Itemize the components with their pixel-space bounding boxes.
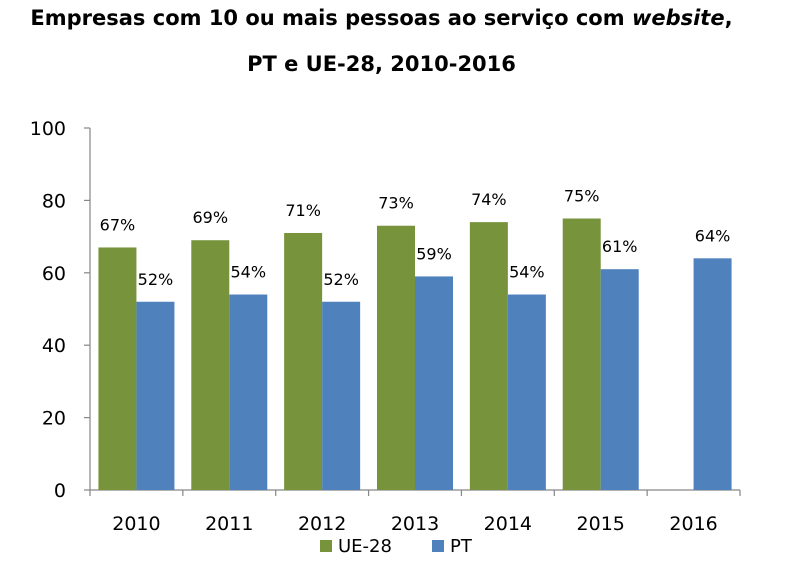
data-label: 73% bbox=[378, 194, 414, 213]
bar-pt bbox=[136, 301, 175, 490]
y-tick-label: 80 bbox=[42, 190, 66, 212]
y-axis: 0 20 40 60 80 100 bbox=[30, 118, 91, 502]
data-label: 61% bbox=[602, 237, 638, 256]
bar-pt bbox=[600, 269, 639, 490]
y-tick-label: 0 bbox=[54, 480, 66, 502]
data-label: 52% bbox=[323, 270, 359, 289]
x-tick-label: 2011 bbox=[205, 513, 253, 535]
data-label: 74% bbox=[471, 190, 507, 209]
legend-label: PT bbox=[450, 536, 473, 557]
bar-ue-28 bbox=[377, 225, 415, 491]
x-tick-label: 2015 bbox=[577, 513, 625, 535]
y-tick-label: 20 bbox=[42, 408, 66, 430]
legend: UE-28 PT bbox=[320, 536, 473, 557]
legend-swatch bbox=[432, 540, 444, 552]
data-label: 75% bbox=[564, 187, 600, 206]
bar-pt bbox=[415, 276, 453, 490]
y-tick-label: 40 bbox=[42, 335, 66, 357]
x-tick-label: 2014 bbox=[484, 513, 532, 535]
data-labels: 67% 69% 71% 73% 74% 75% 52% 54% 52% 59% 54% 61% 64% bbox=[100, 187, 731, 289]
x-tick-label: 2012 bbox=[298, 513, 346, 535]
data-label: 59% bbox=[416, 244, 452, 263]
y-tick-label: 100 bbox=[30, 118, 66, 140]
x-tick-label: 2016 bbox=[669, 513, 717, 535]
data-label: 71% bbox=[285, 201, 321, 220]
data-label: 64% bbox=[695, 226, 731, 245]
x-tick-label: 2013 bbox=[391, 513, 439, 535]
bar-pt bbox=[322, 301, 361, 490]
data-label: 54% bbox=[231, 263, 267, 282]
bar-ue-28 bbox=[284, 232, 323, 491]
x-axis: 2010 2011 2012 2013 2014 2015 2016 bbox=[89, 489, 741, 535]
data-label: 54% bbox=[509, 263, 545, 282]
data-label: 69% bbox=[193, 208, 229, 227]
data-label: 67% bbox=[100, 215, 136, 234]
bar-ue-28 bbox=[98, 247, 137, 490]
chart-title-prefix: Empresas com 10 ou mais pessoas ao servi… bbox=[30, 6, 632, 30]
bar-pt bbox=[507, 294, 546, 490]
chart-title-line2: PT e UE-28, 2010-2016 bbox=[247, 52, 516, 76]
chart-title-line1: Empresas com 10 ou mais pessoas ao servi… bbox=[0, 6, 779, 30]
legend-swatch bbox=[320, 540, 332, 552]
chart-title-suffix: , bbox=[724, 6, 733, 30]
x-tick-label: 2010 bbox=[112, 513, 160, 535]
chart-title-emphasis: website bbox=[631, 6, 725, 30]
bar-ue-28 bbox=[562, 218, 601, 490]
y-tick-label: 60 bbox=[42, 263, 66, 285]
bar-ue-28 bbox=[469, 222, 508, 490]
bar-ue-28 bbox=[191, 240, 230, 490]
bars bbox=[98, 218, 732, 491]
legend-label: UE-28 bbox=[338, 536, 392, 557]
data-label: 52% bbox=[138, 270, 174, 289]
bar-pt bbox=[693, 258, 732, 490]
bar-pt bbox=[229, 294, 268, 490]
